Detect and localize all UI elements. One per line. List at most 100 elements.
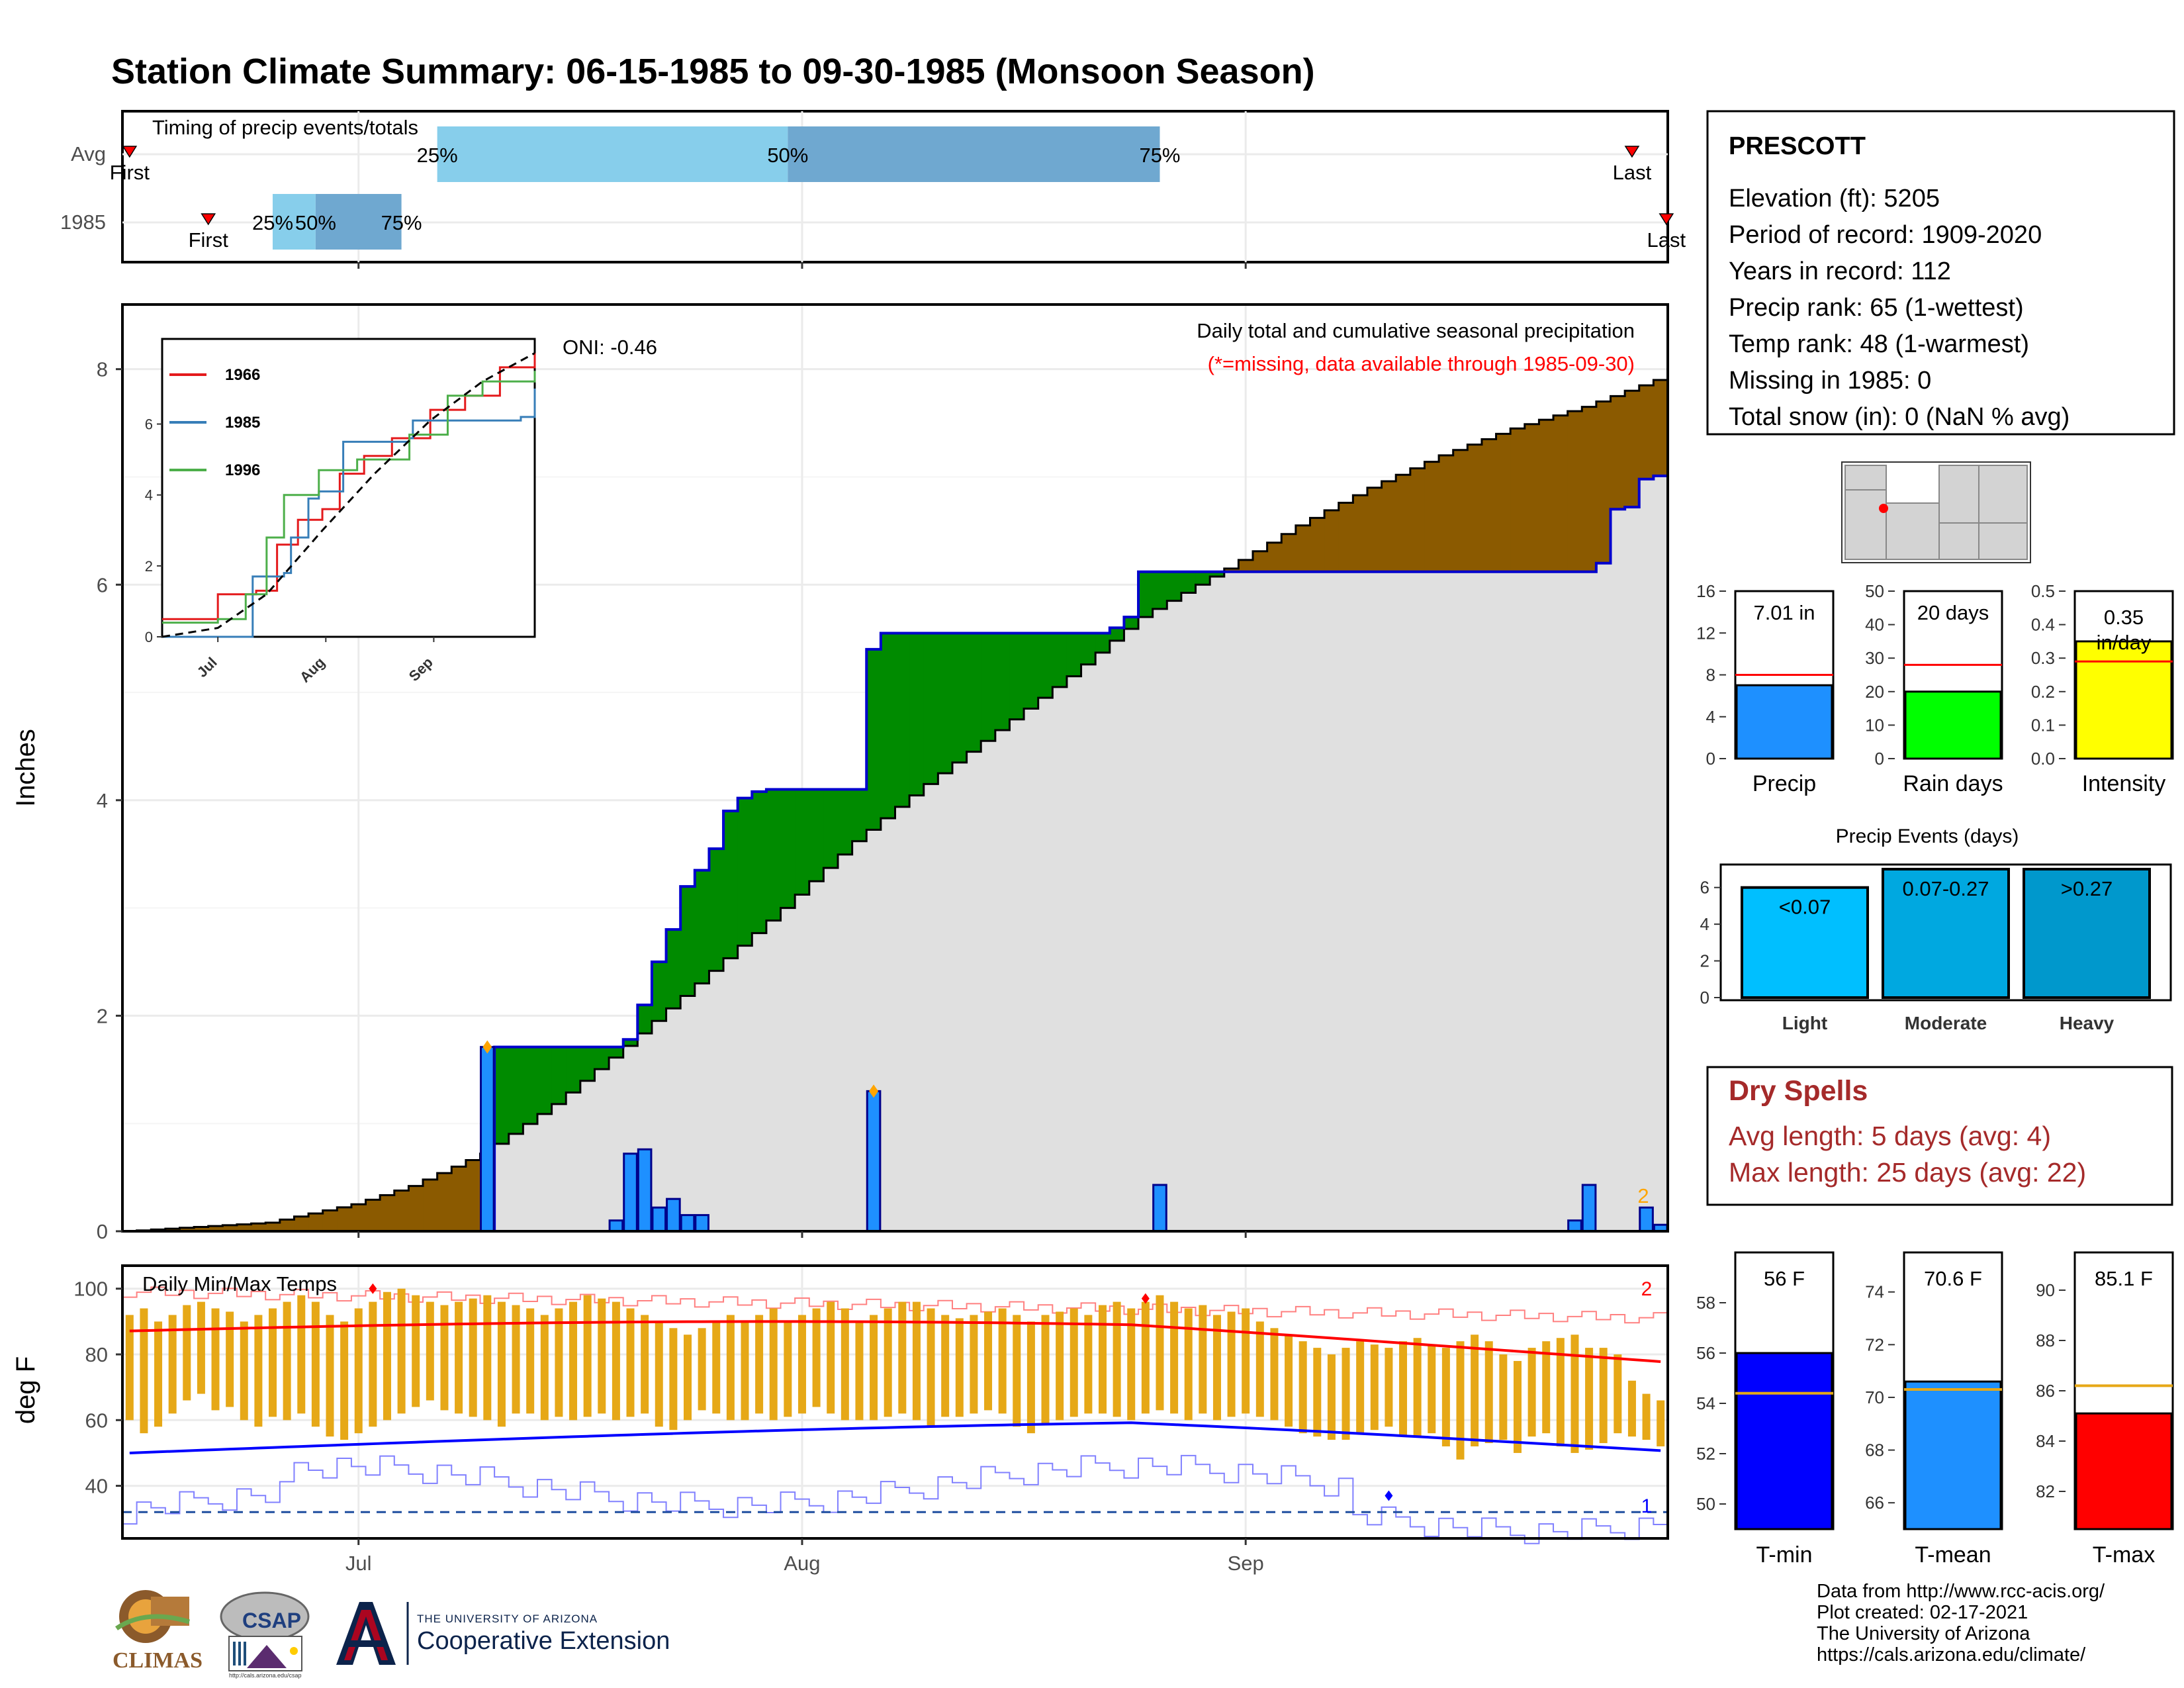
temp-bar-ytick-label: 50 bbox=[1696, 1494, 1715, 1514]
daily-temp-bar bbox=[612, 1301, 620, 1421]
cumulative-area-segment bbox=[551, 1103, 567, 1231]
cumulative-area-segment bbox=[1610, 509, 1625, 1232]
above-average-segment bbox=[838, 789, 853, 855]
below-average-segment bbox=[279, 1219, 295, 1231]
daily-temp-bar bbox=[641, 1315, 649, 1414]
precip-events-panel: Precip Events (days) 0 2 4 6 <0.07 Light 0.07-… bbox=[1700, 825, 2172, 1033]
above-average-segment bbox=[981, 633, 996, 741]
above-average-segment bbox=[752, 791, 767, 933]
cumulative-area-segment bbox=[938, 773, 953, 1231]
above-average-segment bbox=[1024, 633, 1039, 709]
below-average-segment bbox=[1639, 385, 1654, 479]
above-average-segment bbox=[1138, 571, 1154, 618]
daily-temp-bar bbox=[1471, 1335, 1479, 1447]
cumulative-area-segment bbox=[1653, 475, 1668, 1232]
below-average-segment bbox=[236, 1224, 252, 1231]
daily-temp-bar bbox=[183, 1305, 191, 1401]
summary-ytick-label: 8 bbox=[1706, 665, 1715, 685]
temp-panel: Daily Min/Max Temps deg F 2 1 406080100 … bbox=[11, 1264, 1669, 1575]
above-average-segment bbox=[1167, 571, 1182, 601]
timing-label-75: 75% bbox=[1139, 144, 1180, 167]
temp-panel-frame bbox=[121, 1264, 1669, 1540]
daily-precip-bar bbox=[1639, 1206, 1654, 1233]
above-average-segment bbox=[995, 633, 1011, 731]
summary-ytick-label: 0.5 bbox=[2031, 581, 2055, 601]
daily-temp-bar bbox=[1614, 1354, 1622, 1434]
precip-annotation-missing: (*=missing, data available through 1985-… bbox=[1208, 352, 1635, 375]
below-average-segment bbox=[1410, 468, 1426, 572]
temp-xtick-label: Sep bbox=[1228, 1552, 1264, 1575]
credit-line: The University of Arizona bbox=[1817, 1623, 2030, 1644]
daily-temp-bar bbox=[769, 1308, 778, 1421]
daily-temp-bar bbox=[412, 1295, 420, 1407]
cumulative-area-segment bbox=[1625, 507, 1640, 1231]
daily-temp-bar bbox=[1156, 1295, 1164, 1411]
daily-precip-bar bbox=[1567, 1219, 1582, 1233]
daily-precip-bar bbox=[1152, 1184, 1167, 1233]
record-low-line bbox=[122, 1454, 1668, 1544]
daily-temp-bar bbox=[1370, 1344, 1379, 1430]
daily-temp-bar bbox=[1141, 1301, 1150, 1414]
record-high-line bbox=[122, 1286, 1668, 1324]
daily-temp-bar bbox=[1184, 1308, 1193, 1421]
daily-temp-bar bbox=[383, 1291, 391, 1421]
daily-temp-bar bbox=[1242, 1308, 1250, 1414]
below-average-segment bbox=[1582, 406, 1597, 572]
daily-temp-bar bbox=[1513, 1360, 1522, 1453]
below-average-segment bbox=[1539, 420, 1554, 572]
daily-temp-bar bbox=[1069, 1308, 1078, 1417]
summary-ytick-label: 50 bbox=[1865, 581, 1884, 601]
temp-bar-ytick-label: 74 bbox=[1865, 1282, 1884, 1302]
summary-category-label: Rain days bbox=[1903, 771, 2003, 796]
daily-temp-bar bbox=[455, 1301, 463, 1414]
daily-temp-bar bbox=[898, 1301, 907, 1414]
below-average-segment bbox=[1567, 411, 1582, 572]
daily-temp-bar bbox=[1113, 1301, 1121, 1417]
daily-temp-bar bbox=[154, 1321, 163, 1427]
below-average-segment bbox=[1596, 401, 1612, 563]
cumulative-area-segment bbox=[580, 1080, 596, 1231]
above-average-segment bbox=[952, 633, 968, 763]
precip-ytick-label: 0 bbox=[97, 1220, 108, 1243]
daily-temp-bar bbox=[1342, 1348, 1350, 1440]
timing-label-first: First bbox=[189, 228, 229, 252]
cumulative-area-segment bbox=[909, 795, 925, 1231]
summary-value-label: 7.01 in bbox=[1753, 601, 1815, 624]
daily-temp-bar bbox=[1127, 1308, 1136, 1421]
cumulative-area-segment bbox=[1281, 571, 1297, 1231]
daily-temp-bar bbox=[1098, 1305, 1107, 1414]
daily-temp-bar bbox=[240, 1321, 248, 1421]
precip-panel-frame bbox=[121, 303, 1669, 1233]
above-average-segment bbox=[966, 633, 981, 752]
temp-bar-ytick-label: 58 bbox=[1696, 1293, 1715, 1313]
credit-line: Data from http://www.rcc-acis.org/ bbox=[1817, 1581, 2105, 1602]
summary-ytick-label: 16 bbox=[1696, 581, 1715, 601]
cumulative-area-segment bbox=[1439, 571, 1454, 1231]
below-average-segment bbox=[1281, 534, 1297, 572]
above-average-segment bbox=[637, 1005, 653, 1034]
daily-temp-bar bbox=[1041, 1315, 1050, 1424]
daily-temp-bar bbox=[1527, 1348, 1536, 1437]
cumulative-area-segment bbox=[1510, 571, 1525, 1231]
inset-ytick-label: 4 bbox=[145, 487, 153, 504]
summary-ytick-label: 0.1 bbox=[2031, 715, 2055, 735]
daily-temp-bar bbox=[211, 1308, 220, 1411]
daily-temp-bar bbox=[583, 1295, 592, 1417]
timing-label-50: 50% bbox=[295, 211, 336, 234]
daily-temp-bar bbox=[483, 1295, 492, 1421]
daily-temp-bar bbox=[984, 1311, 993, 1411]
daily-temp-bar bbox=[1056, 1311, 1064, 1421]
cumulative-area-segment bbox=[1138, 617, 1154, 1231]
inset-series-1996 bbox=[162, 371, 536, 624]
daily-temp-bar bbox=[626, 1308, 635, 1417]
cumulative-area-segment bbox=[1253, 571, 1268, 1231]
events-ytick-label: 0 bbox=[1700, 988, 1709, 1008]
timing-row-1985: 1985 bbox=[60, 211, 106, 234]
cumulative-area-segment bbox=[1367, 571, 1383, 1231]
daily-precip-bar bbox=[666, 1197, 681, 1233]
daily-temp-bar bbox=[841, 1308, 849, 1421]
cumulative-area-segment bbox=[1009, 719, 1024, 1231]
daily-temp-bar bbox=[1556, 1338, 1565, 1447]
events-category-label: Heavy bbox=[2060, 1013, 2115, 1033]
inset-ytick-label: 6 bbox=[145, 416, 153, 433]
